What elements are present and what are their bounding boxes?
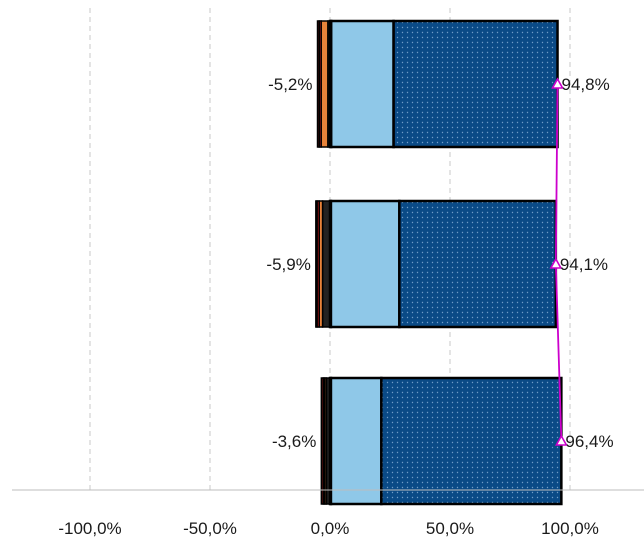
bar-segment-neg_dark (315, 200, 318, 328)
positive-total-label: 96,4% (565, 432, 613, 451)
bar-segment-neg_dark (320, 377, 325, 505)
trend-marker (549, 257, 563, 269)
positive-total-label: 94,1% (560, 255, 608, 274)
bar-segment-pos_light (329, 376, 383, 506)
negative-total-label: -3,6% (272, 432, 316, 451)
trend-marker (555, 434, 568, 446)
bar-segment-pos_light (329, 19, 395, 149)
x-tick-label: -100,0% (58, 519, 121, 538)
bar-segment-pos_light (329, 199, 401, 329)
trend-marker (551, 77, 564, 89)
data-labels: -5,2% 94,8% -5,9% 94,1% -3,6% 96,4% (266, 75, 613, 451)
bar-segment-pos_dark (380, 376, 563, 506)
negative-total-label: -5,9% (266, 255, 310, 274)
bar-segment-pos_dark (392, 19, 559, 149)
bars (315, 19, 563, 506)
trend-line (549, 77, 568, 446)
x-tick-label: 100,0% (541, 519, 599, 538)
negative-total-label: -5,2% (268, 75, 312, 94)
x-tick-label: 50,0% (426, 519, 474, 538)
x-tick-label: 0,0% (311, 519, 350, 538)
positive-total-label: 94,8% (562, 75, 610, 94)
bar-segment-pos_dark (398, 199, 558, 329)
x-axis: -100,0% -50,0% 0,0% 50,0% 100,0% (12, 489, 644, 538)
x-tick-label: -50,0% (183, 519, 237, 538)
bar-segment-neg_light (320, 20, 329, 148)
bar-segment-neg_dark (316, 20, 320, 148)
